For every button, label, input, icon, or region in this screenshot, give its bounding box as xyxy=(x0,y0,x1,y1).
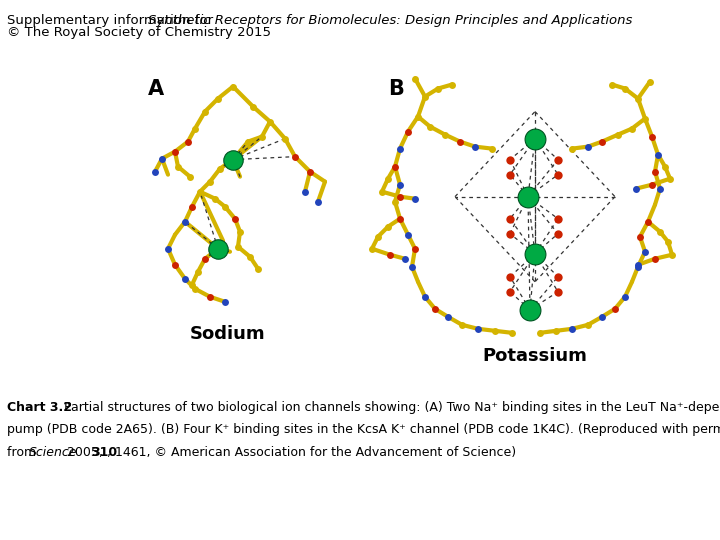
Text: pump (PDB code 2A65). (B) Four K⁺ binding sites in the KcsA K⁺ channel (PDB code: pump (PDB code 2A65). (B) Four K⁺ bindin… xyxy=(7,423,720,436)
Text: Potassium: Potassium xyxy=(482,347,588,365)
Text: Sodium: Sodium xyxy=(190,325,266,343)
Text: Supplementary information for: Supplementary information for xyxy=(7,14,217,27)
Text: from: from xyxy=(7,446,40,459)
Text: Chart 3.2: Chart 3.2 xyxy=(7,401,72,414)
Text: Partial structures of two biological ion channels showing: (A) Two Na⁺ binding s: Partial structures of two biological ion… xyxy=(60,401,720,414)
Text: B: B xyxy=(388,78,404,98)
Text: © The Royal Society of Chemistry 2015: © The Royal Society of Chemistry 2015 xyxy=(7,26,271,39)
Text: 310: 310 xyxy=(91,446,117,459)
Text: Synthetic Receptors for Biomolecules: Design Principles and Applications: Synthetic Receptors for Biomolecules: De… xyxy=(148,14,632,27)
Text: 2005,: 2005, xyxy=(63,446,107,459)
Text: , 1461, © American Association for the Advancement of Science): , 1461, © American Association for the A… xyxy=(107,446,516,459)
Text: A: A xyxy=(148,78,164,98)
Text: Science: Science xyxy=(29,446,77,459)
